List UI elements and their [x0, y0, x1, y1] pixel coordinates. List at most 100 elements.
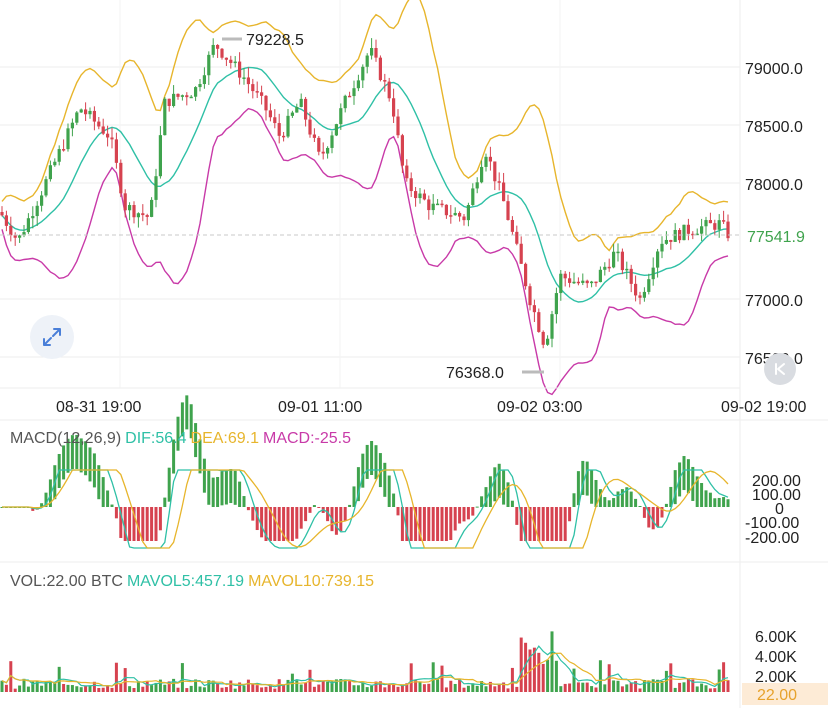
macd-histogram-bar	[660, 507, 664, 518]
scroll-to-latest-button[interactable]	[764, 353, 796, 385]
mavol10-line	[1, 652, 729, 687]
macd-histogram-bar	[594, 479, 598, 507]
macd-histogram-bar	[493, 467, 497, 502]
volume-bar	[136, 682, 140, 692]
candle-body	[427, 199, 431, 211]
candle-body	[167, 98, 171, 106]
candle-body	[572, 281, 576, 284]
volume-bar	[717, 669, 721, 692]
volume-bar	[691, 679, 695, 692]
volume-bar	[251, 683, 255, 692]
macd-histogram-bar	[647, 507, 651, 528]
candle-body	[44, 179, 48, 196]
candle-body	[497, 181, 501, 183]
macd-histogram-bar	[286, 507, 290, 541]
volume-bar	[198, 686, 202, 692]
candle-body	[383, 80, 387, 82]
volume-bar	[312, 686, 316, 692]
vol-axis-label: 6.00K	[755, 629, 797, 646]
volume-bar	[383, 687, 387, 692]
volume-bar	[154, 682, 158, 692]
vol-legend-mavol5: MAVOL5:457.19	[126, 573, 245, 590]
candle-body	[488, 156, 492, 162]
volume-bar	[506, 688, 510, 692]
volume-bar	[189, 685, 193, 692]
macd-histogram-bar	[590, 469, 594, 504]
candle-body	[242, 77, 246, 79]
volume-bar	[642, 680, 646, 692]
candle-body	[660, 243, 664, 252]
dea-line	[2, 469, 729, 549]
macd-histogram-bar	[260, 507, 264, 538]
candle-body	[695, 233, 699, 236]
candle-body	[550, 314, 554, 339]
macd-histogram-bar	[572, 493, 576, 507]
vol-legend-label: VOL:22.00 BTC	[10, 573, 123, 590]
upper-band-line	[1, 0, 729, 252]
candle-body	[101, 126, 105, 134]
candle-body	[682, 224, 686, 241]
candle-body	[374, 48, 378, 58]
candle-body	[141, 213, 145, 216]
candle-body	[546, 338, 550, 345]
candle-body	[524, 263, 528, 287]
candle-body	[686, 224, 690, 234]
candle-body	[506, 201, 510, 220]
macd-histogram-bar	[202, 458, 206, 493]
volume-bar	[541, 663, 545, 692]
macd-histogram-bar	[603, 497, 607, 507]
candle-body	[392, 98, 396, 117]
candle-body	[576, 281, 580, 284]
candle-body	[9, 225, 13, 236]
candle-body	[475, 182, 479, 189]
volume-bar	[726, 680, 730, 692]
volume-bar	[475, 685, 479, 692]
macd-histogram-bar	[44, 492, 48, 507]
volume-bar	[532, 647, 536, 692]
volume-bar	[0, 680, 4, 692]
macd-histogram-bar	[722, 497, 726, 507]
macd-histogram-bar	[484, 487, 488, 507]
volume-bar	[519, 637, 523, 692]
macd-histogram-bar	[656, 507, 660, 527]
volume-legend: VOL:22.00 BTC MAVOL5:457.19 MAVOL10:739.15	[10, 573, 378, 591]
candle-body	[326, 147, 330, 154]
candle-body	[189, 96, 193, 99]
volume-bar	[440, 665, 444, 692]
macd-histogram-bar	[317, 507, 321, 508]
macd-histogram-bar	[128, 507, 132, 541]
volume-bar	[572, 668, 576, 692]
volume-bar	[123, 668, 127, 692]
candle-body	[704, 220, 708, 227]
candle-body	[405, 165, 409, 179]
macd-histogram-bar	[387, 475, 391, 507]
volume-bar	[449, 680, 453, 692]
macd-histogram-bar	[66, 438, 70, 473]
expand-chart-button[interactable]	[30, 315, 74, 359]
volume-bar	[158, 679, 162, 692]
macd-histogram-bar	[576, 471, 580, 506]
candle-body	[321, 151, 325, 154]
macd-histogram-bar	[427, 507, 431, 541]
macd-axis-label: 0	[775, 501, 784, 518]
candle-body	[180, 95, 184, 97]
bollinger-bands	[1, 0, 729, 396]
candle-body	[145, 215, 149, 217]
volume-bar	[79, 687, 83, 692]
macd-histogram-bar	[374, 445, 378, 480]
volume-bar	[31, 681, 35, 692]
candle-body	[246, 77, 250, 85]
macd-histogram-bar	[471, 507, 475, 516]
macd-histogram-bar	[255, 507, 259, 531]
volume-bar	[414, 680, 418, 692]
volume-bar	[172, 678, 176, 692]
volume-bar	[348, 681, 352, 692]
volume-bar	[664, 670, 668, 692]
candle-body	[251, 84, 255, 92]
candle-body	[726, 221, 730, 239]
volume-bar	[678, 682, 682, 692]
volume-bar	[290, 673, 294, 692]
macd-histogram-bar	[180, 402, 184, 437]
candle-body	[400, 135, 404, 166]
